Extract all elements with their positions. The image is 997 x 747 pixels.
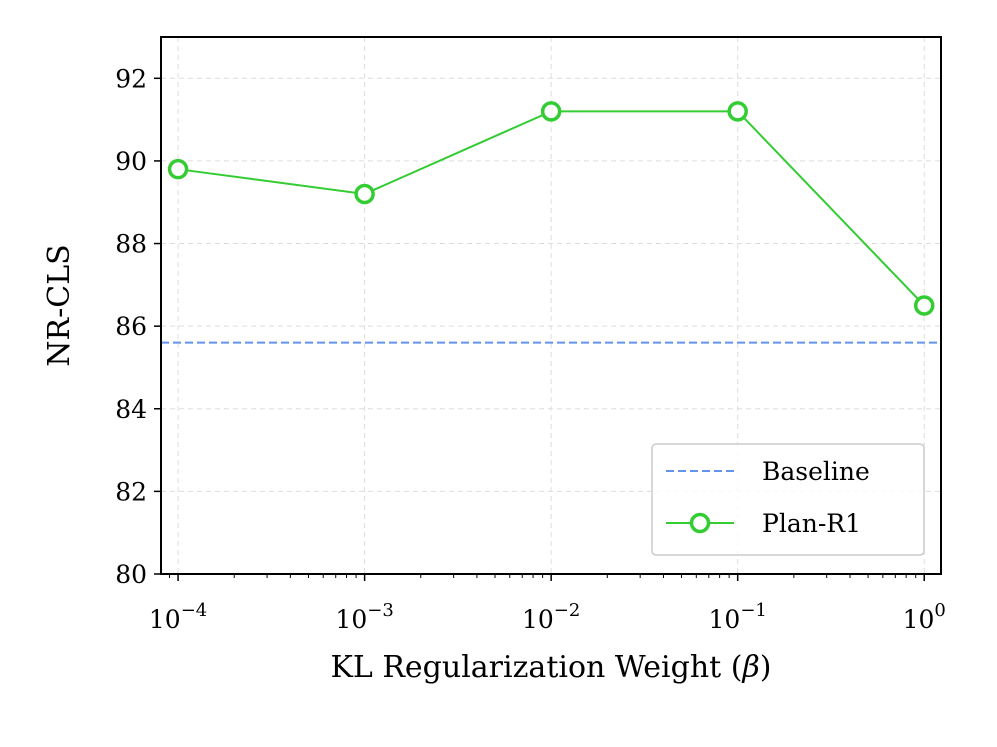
data-point	[727, 101, 748, 122]
y-tick-label: 80	[115, 560, 147, 589]
data-point	[913, 295, 935, 316]
y-axis-title: NR-CLS	[42, 244, 77, 366]
series-layer	[167, 101, 935, 316]
x-tick-label: 10−4	[149, 600, 207, 634]
x-axis-title: KL Regularization Weight (β)	[330, 650, 771, 685]
x-tick-label: 10−2	[522, 600, 580, 634]
y-tick-label: 92	[115, 64, 147, 93]
legend-series-label: Plan-R1	[762, 509, 861, 538]
x-tick-label: 10−1	[709, 600, 767, 634]
legend: Baseline Plan-R1	[651, 443, 925, 556]
data-point	[167, 158, 189, 180]
y-tick-label: 90	[115, 147, 147, 176]
grid	[161, 37, 941, 575]
y-tick-label: 88	[115, 230, 147, 259]
legend-baseline-label: Baseline	[762, 457, 870, 486]
x-tick-label: 100	[903, 600, 946, 634]
x-tick-label: 10−3	[335, 600, 393, 634]
data-point	[540, 101, 562, 122]
ticks: 80 82 84 86 88 90 92 10−4 10−3 10−2 10−1 100	[115, 64, 946, 634]
legend-series-marker	[689, 512, 711, 534]
y-tick-label: 84	[115, 395, 147, 424]
y-tick-label: 82	[115, 477, 147, 506]
data-point	[354, 183, 375, 205]
y-tick-label: 86	[115, 312, 147, 341]
